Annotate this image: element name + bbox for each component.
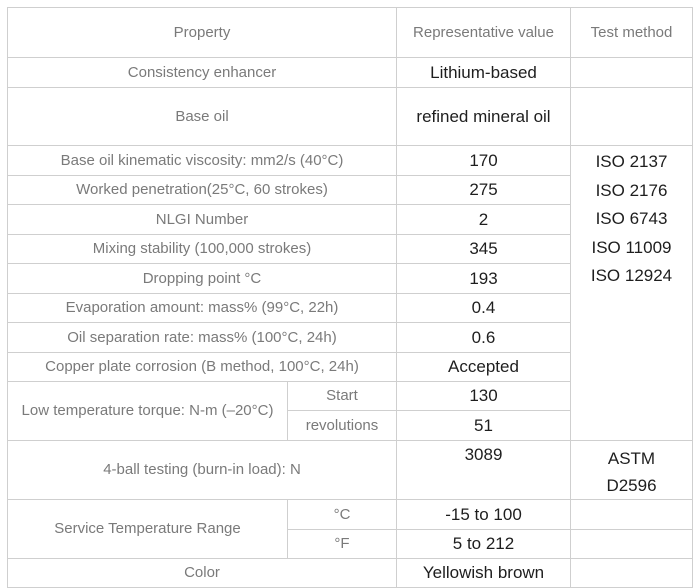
row-value-dropping-point: 193	[396, 263, 571, 294]
row-label-worked-penetration: Worked penetration(25°C, 60 strokes)	[7, 175, 397, 205]
row-sublabel-celsius: °C	[287, 499, 397, 530]
row-value-four-ball: 3089	[396, 440, 571, 500]
row-value-fahrenheit: 5 to 212	[396, 529, 571, 559]
header-property: Property	[7, 7, 397, 58]
table-row: Base oil refined mineral oil	[7, 87, 693, 146]
row-value-copper-corrosion: Accepted	[396, 352, 571, 382]
row-value-revolutions: 51	[396, 410, 571, 441]
row-label-four-ball: 4-ball testing (burn-in load): N	[7, 440, 397, 500]
row-label-mixing-stability: Mixing stability (100,000 strokes)	[7, 234, 397, 264]
method-astm-line2: D2596	[606, 476, 657, 495]
row-sublabel-fahrenheit: °F	[287, 529, 397, 559]
row-value-worked-penetration: 275	[396, 175, 571, 205]
table-row: Consistency enhancer Lithium-based	[7, 57, 693, 88]
row-value-start: 130	[396, 381, 571, 411]
row-label-nlgi-number: NLGI Number	[7, 204, 397, 235]
row-value-color: Yellowish brown	[396, 558, 571, 588]
row-label-dropping-point: Dropping point °C	[7, 263, 397, 294]
row-sublabel-start: Start	[287, 381, 397, 411]
grease-properties-table: Property Representative value Test metho…	[7, 7, 693, 588]
row-method-astm: ASTM D2596	[570, 440, 693, 500]
row-value-celsius: -15 to 100	[396, 499, 571, 530]
row-label-kinematic-viscosity: Base oil kinematic viscosity: mm2/s (40°…	[7, 145, 397, 176]
row-value-nlgi-number: 2	[396, 204, 571, 235]
row-method-empty	[570, 499, 693, 530]
header-representative-value: Representative value	[396, 7, 571, 58]
method-iso-11009: ISO 11009	[591, 237, 672, 257]
row-value-mixing-stability: 345	[396, 234, 571, 264]
row-value-evaporation-amount: 0.4	[396, 293, 571, 323]
row-label-copper-corrosion: Copper plate corrosion (B method, 100°C,…	[7, 352, 397, 382]
table-row: Color Yellowish brown	[7, 558, 693, 588]
row-label-service-temperature: Service Temperature Range	[7, 499, 288, 559]
row-label-low-temp-torque: Low temperature torque: N-m (–20°C)	[7, 381, 288, 441]
row-method-empty	[570, 57, 693, 88]
row-value-base-oil: refined mineral oil	[396, 87, 571, 146]
table-row: Service Temperature Range °C -15 to 100	[7, 499, 693, 559]
method-iso-2176: ISO 2176	[595, 180, 668, 200]
test-method-list: ISO 2137 ISO 2176 ISO 6743 ISO 11009 ISO…	[570, 145, 693, 441]
row-label-consistency-enhancer: Consistency enhancer	[7, 57, 397, 88]
method-iso-6743: ISO 6743	[595, 209, 668, 229]
row-label-oil-separation: Oil separation rate: mass% (100°C, 24h)	[7, 322, 397, 353]
row-method-empty	[570, 87, 693, 146]
row-sublabel-revolutions: revolutions	[287, 410, 397, 441]
row-label-color: Color	[7, 558, 397, 588]
table-row: 4-ball testing (burn-in load): N 3089 AS…	[7, 440, 693, 500]
header-row: Property Representative value Test metho…	[7, 7, 693, 58]
method-astm-line1: ASTM	[607, 449, 656, 468]
row-value-oil-separation: 0.6	[396, 322, 571, 353]
row-method-empty	[570, 558, 693, 588]
method-iso-12924: ISO 12924	[590, 266, 673, 286]
row-value-consistency-enhancer: Lithium-based	[396, 57, 571, 88]
method-iso-2137: ISO 2137	[595, 152, 668, 171]
table-row: Base oil kinematic viscosity: mm2/s (40°…	[7, 145, 693, 441]
header-test-method: Test method	[570, 7, 693, 58]
table-row: Worked penetration(25°C, 60 strokes) 275	[7, 175, 693, 205]
table-row: Copper plate corrosion (B method, 100°C,…	[7, 352, 693, 382]
row-value-kinematic-viscosity: 170	[396, 145, 571, 176]
table-row: Oil separation rate: mass% (100°C, 24h) …	[7, 322, 693, 353]
row-label-evaporation-amount: Evaporation amount: mass% (99°C, 22h)	[7, 293, 397, 323]
table-row: revolutions 51	[8, 410, 693, 441]
table-row: Mixing stability (100,000 strokes) 345	[7, 234, 693, 264]
row-label-base-oil: Base oil	[7, 87, 397, 146]
row-method-empty	[570, 529, 693, 559]
table-row: Dropping point °C 193	[7, 263, 693, 294]
